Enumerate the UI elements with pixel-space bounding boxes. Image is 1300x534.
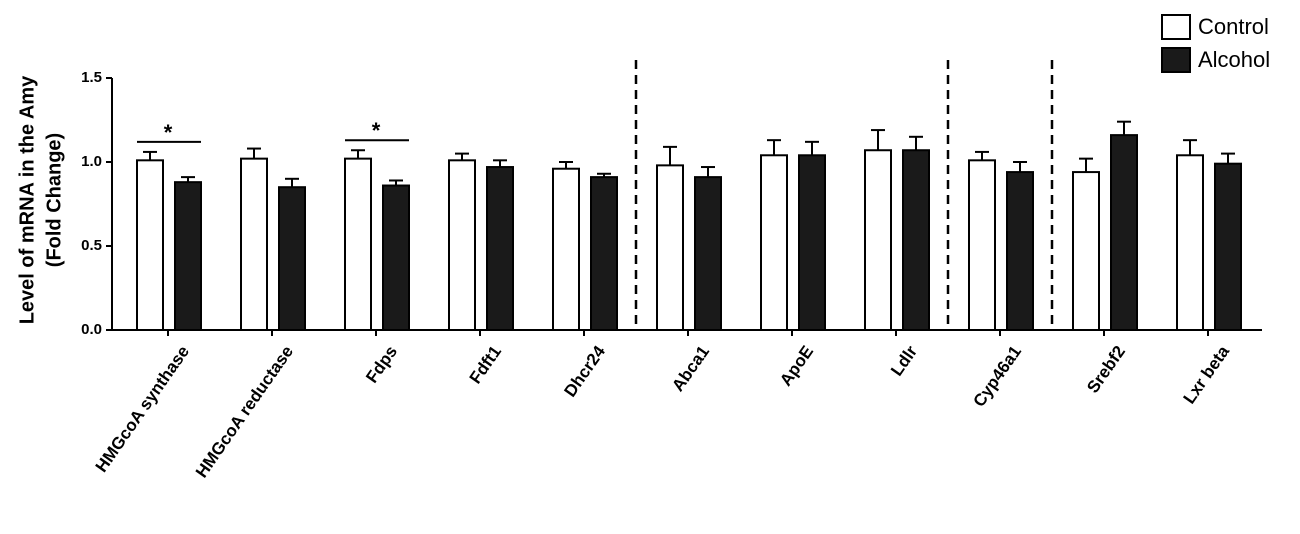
bar — [174, 181, 202, 331]
bar — [656, 164, 684, 331]
bar — [240, 157, 268, 331]
bar — [590, 176, 618, 331]
bar — [448, 159, 476, 331]
y-tick-label: 0.0 — [81, 321, 102, 338]
bar — [694, 176, 722, 331]
bar — [1214, 162, 1242, 331]
bar — [486, 166, 514, 331]
legend-label: Control — [1198, 14, 1269, 39]
bar — [278, 186, 306, 331]
bar — [136, 159, 164, 331]
bar — [1176, 154, 1204, 331]
significance-mark: * — [164, 120, 173, 145]
bar — [1006, 171, 1034, 331]
bar — [382, 184, 410, 331]
bar — [902, 149, 930, 331]
bar — [968, 159, 996, 331]
bar — [760, 154, 788, 331]
bar — [1110, 134, 1138, 331]
legend-swatch — [1161, 47, 1191, 73]
legend-label: Alcohol — [1198, 47, 1270, 72]
bar — [1072, 171, 1100, 331]
significance-mark: * — [372, 118, 381, 143]
bar — [798, 154, 826, 331]
bar — [864, 149, 892, 331]
y-tick-label: 1.5 — [81, 69, 102, 86]
y-tick-label: 1.0 — [81, 153, 102, 170]
y-tick-label: 0.5 — [81, 237, 102, 254]
y-axis-label: (Fold Change) — [43, 133, 65, 267]
bar — [344, 157, 372, 331]
y-axis-label: Level of mRNA in the Amy — [16, 75, 38, 324]
bar — [552, 167, 580, 331]
legend-swatch — [1161, 14, 1191, 40]
